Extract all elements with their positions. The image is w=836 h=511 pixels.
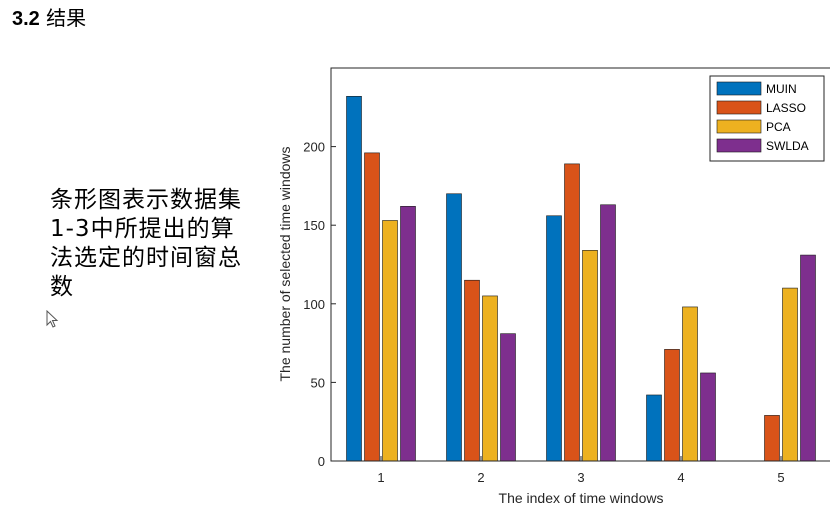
legend-label-muin: MUIN [766,82,797,96]
y-tick-label: 200 [303,140,325,155]
bar-muin-3 [546,215,562,462]
y-axis-label: The number of selected time windows [277,147,293,382]
bar-swlda-3 [600,204,616,462]
chart-caption: 条形图表示数据集1-3中所提出的算法选定的时间窗总数 [50,187,242,300]
bar-lasso-2 [464,279,480,462]
x-tick-label: 3 [577,470,584,485]
bar-swlda-5 [800,254,816,462]
bar-pca-4 [682,306,698,462]
bar-pca-5 [782,287,798,462]
bar-lasso-3 [564,163,580,462]
legend-label-pca: PCA [766,120,791,134]
section-number: 3.2 [12,8,40,30]
x-tick-label: 2 [477,470,484,485]
bar-muin-2 [446,193,462,462]
bar-swlda-1 [400,206,416,462]
bar-muin-1 [346,95,362,462]
x-tick-label: 1 [377,470,384,485]
legend: MUIN LASSO PCA SWLDA [709,75,825,162]
section-title: 结果 [46,6,87,30]
axis-ticks: 0 50 100 150 200 1 2 3 4 5 [303,140,784,485]
legend-label-lasso: LASSO [766,101,806,115]
bar-chart: 0 50 100 150 200 1 2 3 4 5 The index of time wind… [277,67,830,506]
y-tick-label: 50 [311,375,325,390]
bar-lasso-1 [364,152,380,462]
bar-swlda-2 [500,333,516,462]
y-tick-label: 150 [303,218,325,233]
legend-swatch-pca [716,119,762,134]
legend-swatch-lasso [716,100,762,115]
y-tick-label: 100 [303,297,325,312]
x-tick-label: 5 [777,470,784,485]
mouse-pointer-icon [46,310,59,328]
bar-lasso-4 [664,349,680,462]
legend-label-swlda: SWLDA [766,139,809,153]
section-heading: 3.2 结果 [12,4,86,33]
bar-pca-3 [582,250,598,462]
legend-swatch-swlda [716,138,762,153]
legend-swatch-muin [716,81,762,96]
bar-swlda-4 [700,372,716,462]
y-tick-label: 0 [318,454,325,469]
x-tick-label: 4 [677,470,684,485]
bar-pca-2 [482,295,498,462]
bars-layer [346,95,816,462]
bar-pca-1 [382,220,398,462]
bar-lasso-5 [764,415,780,462]
x-axis-label: The index of time windows [499,490,664,506]
bar-muin-4 [646,394,662,462]
